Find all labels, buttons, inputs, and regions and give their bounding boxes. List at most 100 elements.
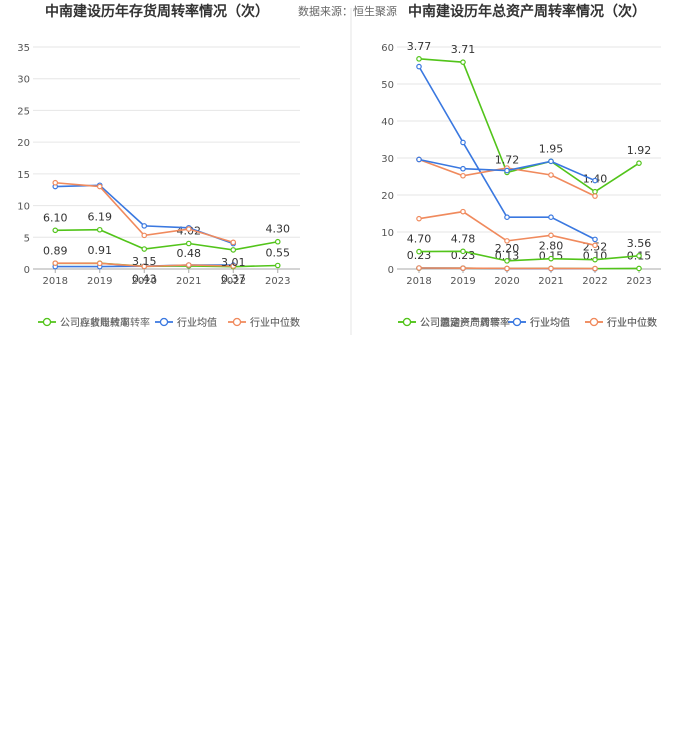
right-legend-swatch-dot xyxy=(589,317,599,327)
left-y-tick-label: 30 xyxy=(17,75,30,86)
left-data-label: 3.01 xyxy=(221,256,246,269)
left-x-tick-label: 2020 xyxy=(132,276,157,287)
left-series-point xyxy=(141,232,148,239)
left-series-point xyxy=(185,226,192,232)
left-series-point xyxy=(274,238,281,245)
left-y-tick-label: 15 xyxy=(17,170,30,181)
left-y-tick-label: 35 xyxy=(17,43,30,54)
right-y-tick-label: 10 xyxy=(381,228,394,239)
left-series-point xyxy=(96,260,103,267)
right-legend-label: 公司流动资产周转率 xyxy=(420,316,510,329)
left-series-point xyxy=(230,239,237,246)
right-series-point xyxy=(592,236,598,243)
right-chart-title: 中南建设历年总资产周转率情况（次） xyxy=(408,3,646,20)
right-series-point xyxy=(636,253,642,259)
right-data-label: 3.77 xyxy=(407,40,432,53)
left-series-point xyxy=(141,223,148,229)
right-x-tick-label: 2022 xyxy=(582,276,607,287)
left-data-label: 0.91 xyxy=(88,244,113,257)
right-x-tick-label: 2021 xyxy=(538,276,563,287)
right-series-point xyxy=(416,56,422,62)
right-x-tick-label: 2018 xyxy=(406,276,431,287)
right-series-point xyxy=(548,265,554,272)
left-legend-label: 行业中位数 xyxy=(250,316,300,329)
right-series-point xyxy=(504,238,510,244)
right-series-point xyxy=(460,139,466,146)
right-data-label: 0.23 xyxy=(407,249,432,262)
right-legend-swatch-dot xyxy=(512,317,522,327)
left-y-tick-label: 0 xyxy=(24,265,30,276)
right-series-point xyxy=(460,208,466,215)
right-series-line xyxy=(418,250,640,262)
left-data-label: 0.37 xyxy=(221,273,246,286)
plot-layer: 0 5 10 15 20 25 30 35 2018 2019 2020 2021 2022 2023 0.… xyxy=(17,40,661,329)
left-series-point xyxy=(230,263,237,269)
left-x-tick-label: 2022 xyxy=(221,276,246,287)
right-data-label: 4.70 xyxy=(407,233,432,246)
right-series-point xyxy=(592,265,598,272)
right-series-point xyxy=(504,265,510,272)
right-legend-label: 行业中位数 xyxy=(607,316,657,329)
left-legend-swatch-dot xyxy=(159,317,169,327)
left-legend-label: 行业中位数 xyxy=(250,316,300,329)
right-legend-label: 公司固定资产周转率 xyxy=(420,316,510,329)
right-series-point xyxy=(460,172,466,179)
right-series-point xyxy=(416,215,422,222)
right-data-label: 3.56 xyxy=(627,237,652,250)
right-series-point xyxy=(592,242,598,249)
left-legend-swatch-dot xyxy=(42,317,52,327)
right-x-tick-label: 2019 xyxy=(450,276,475,287)
right-y-tick-label: 30 xyxy=(381,154,394,165)
right-series-point xyxy=(460,265,466,271)
right-series-point xyxy=(548,232,554,239)
left-series-point xyxy=(185,262,192,268)
left-y-tick-label: 5 xyxy=(24,233,30,244)
left-data-label: 0.43 xyxy=(132,272,157,285)
right-series-point xyxy=(504,214,510,221)
right-series-point xyxy=(548,158,554,165)
right-series-point xyxy=(592,193,598,199)
right-series-point xyxy=(548,172,554,178)
right-series-point xyxy=(416,265,422,271)
left-x-tick-label: 2021 xyxy=(176,276,201,287)
right-series-point xyxy=(416,248,422,255)
left-y-tick-label: 25 xyxy=(17,106,30,117)
right-legend-label: 行业均值 xyxy=(530,316,570,329)
right-series-point xyxy=(460,59,466,65)
left-data-label: 6.10 xyxy=(43,211,68,224)
left-series-point xyxy=(185,240,192,247)
left-legend-label: 公司存货周转率 xyxy=(60,316,130,329)
left-series-point xyxy=(52,260,59,266)
left-data-label: 6.19 xyxy=(88,211,113,224)
right-series-point xyxy=(548,214,554,221)
left-legend-label: 公司应收账款周转率 xyxy=(60,316,150,329)
right-series-point xyxy=(636,265,642,272)
left-data-label: 0.48 xyxy=(177,247,202,260)
right-data-label: 2.80 xyxy=(539,240,564,253)
right-y-tick-label: 20 xyxy=(381,191,394,202)
left-x-tick-label: 2023 xyxy=(265,276,290,287)
right-series-point xyxy=(636,160,642,166)
left-series-point xyxy=(96,183,103,190)
left-series-point xyxy=(96,226,103,233)
right-series-point xyxy=(460,248,466,255)
right-legend-label: 行业中位数 xyxy=(607,316,657,329)
left-series-line xyxy=(55,228,278,251)
left-series-point xyxy=(52,179,59,186)
left-data-label: 0.55 xyxy=(266,247,291,260)
right-legend-label: 行业中位数 xyxy=(607,316,657,329)
data-source: 数据来源：恒生聚源 xyxy=(298,4,397,18)
left-series-point xyxy=(52,227,59,234)
right-legend-label: 行业均值 xyxy=(530,316,570,329)
right-series-point xyxy=(592,188,598,195)
left-chart-title: 中南建设历年存货周转率情况（次） xyxy=(45,3,269,20)
right-data-label: 4.78 xyxy=(451,232,476,245)
left-legend-label: 行业均值 xyxy=(177,316,217,329)
right-legend-swatch-dot xyxy=(402,317,412,327)
left-legend-swatch-dot xyxy=(232,317,242,327)
right-series-point xyxy=(592,177,598,184)
right-series-point xyxy=(416,156,422,163)
left-series-point xyxy=(141,263,148,270)
left-y-tick-label: 10 xyxy=(17,202,30,213)
